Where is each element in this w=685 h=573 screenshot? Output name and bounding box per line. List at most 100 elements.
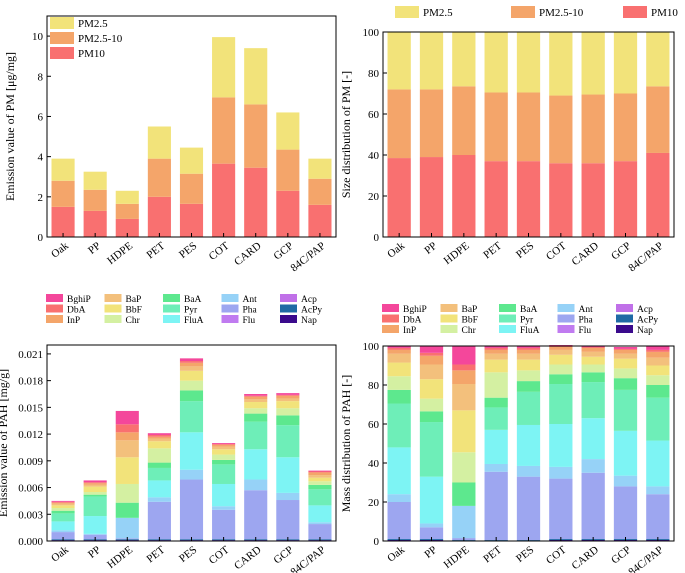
legend-label-dba: DbA — [67, 306, 86, 316]
bar-segment-84c-pap-baa — [646, 385, 670, 398]
bar-segment-pp-inp — [83, 483, 107, 485]
x-tick-label-card: CARD — [570, 240, 602, 268]
legend-label-bghip: BghiP — [403, 305, 427, 315]
bar-segment-pes-chr — [516, 370, 541, 382]
legend-swatch-pha — [221, 304, 239, 313]
bar-segment-hdpe-bbf — [452, 410, 476, 453]
bar-segment-pp-ant — [419, 523, 444, 528]
y-tick-label: 100 — [363, 341, 380, 353]
bar-group — [51, 358, 332, 541]
bar-segment-card-dba — [244, 395, 268, 397]
bar-segment-pp-bap — [83, 484, 107, 487]
bar-segment-pp-pha — [83, 534, 107, 540]
legend: BghiP BaP BaA Ant Acp DbA BbF Pyr Pha AcPy InP Chr F… — [46, 294, 322, 326]
x-tick-label-card: CARD — [232, 544, 264, 572]
bar-segment-hdpe-pm10 — [115, 218, 139, 237]
bar-segment-pet-pm10 — [147, 196, 171, 237]
legend-swatch-pyr — [163, 304, 180, 313]
legend-label-bghip: BghiP — [67, 295, 91, 305]
bar-segment-84c-pap-chr — [646, 375, 670, 385]
x-tick-label-gcp: GCP — [609, 544, 633, 567]
x-tick-label-pes: PES — [177, 544, 199, 565]
bar-segment-card-chr — [581, 364, 605, 373]
bar-segment-84c-pap-pm10 — [308, 204, 332, 237]
bar-segment-gcp-pm2-5-10 — [613, 93, 638, 162]
bar-segment-oak-bap — [387, 353, 411, 363]
bar-segment-pp-pm2-5 — [419, 32, 444, 90]
y-tick-label: 80 — [368, 380, 380, 392]
bar-segment-hdpe-pm2-5-10 — [452, 86, 476, 155]
bar-segment-hdpe-baa — [452, 482, 476, 506]
y-axis-label: Size distribution of PM [-] — [339, 71, 353, 198]
bar-segment-pes-flua — [179, 432, 204, 470]
y-tick-label: 0.021 — [18, 349, 43, 361]
legend-label-bbf: BbF — [126, 306, 142, 316]
bar-segment-card-pm2-5 — [581, 32, 605, 95]
x-tick-label-oak: Oak — [49, 544, 71, 565]
bar-segment-pet-pm2-5 — [147, 126, 171, 159]
y-tick-label: 4 — [38, 152, 44, 164]
legend-label-pyr: Pyr — [184, 306, 198, 316]
bar-segment-hdpe-pm2-5-10 — [115, 203, 139, 219]
legend-label-pm10: PM10 — [78, 48, 105, 60]
legend-swatch-ant — [557, 304, 575, 312]
x-tick-label-hdpe: HDPE — [105, 544, 135, 571]
bar-segment-pet-inp — [147, 436, 171, 439]
x-tick-label-oak: Oak — [49, 240, 71, 261]
y-tick-label: 0.009 — [18, 456, 43, 468]
x-tick-label-hdpe: HDPE — [442, 544, 472, 571]
bar-segment-pes-baa — [516, 381, 541, 392]
bar-segment-pp-pyr — [419, 422, 444, 477]
bar-segment-oak-pyr — [51, 513, 75, 522]
bar-segment-pet-bap — [484, 353, 508, 360]
bar-segment-pes-flua — [516, 424, 541, 466]
legend-label-flua: FluA — [520, 326, 540, 336]
bar-segment-pp-pm2-5-10 — [419, 89, 444, 158]
bar-segment-card-pm2-5-10 — [581, 94, 605, 164]
legend-swatch-pha — [557, 314, 575, 323]
chart-panel-panel-d: 0 20 40 60 80 100 Oak PP HDPE PET PES COT CARD GCP84C… — [339, 304, 675, 573]
bar-segment-cot-pm10 — [212, 163, 236, 237]
legend-label-pm2-5: PM2.5 — [78, 18, 108, 30]
legend-swatch-dba — [46, 304, 63, 313]
bar-segment-gcp-inp — [276, 395, 300, 399]
bar-segment-cot-pm2-5-10 — [549, 95, 573, 164]
bar-segment-pp-pm2-5 — [83, 171, 107, 190]
bar-segment-84c-pap-dba — [308, 471, 332, 473]
bar-segment-gcp-bbf — [613, 358, 638, 369]
bar-segment-cot-baa — [549, 374, 573, 385]
legend-swatch-flua — [163, 315, 180, 323]
legend-swatch-acpy — [280, 304, 297, 313]
bar-segment-pes-chr — [179, 380, 204, 391]
bar-segment-hdpe-bghip — [115, 410, 139, 425]
legend-label-bbf: BbF — [462, 316, 478, 326]
bar-segment-pp-bap — [419, 364, 444, 380]
chart-panel-panel-b: 0 20 40 60 80 100 Oak PP HDPE PET PES COT CARD GCP84C… — [339, 6, 678, 274]
legend-swatch-baa — [499, 304, 516, 312]
bar-segment-pes-pm2-5-10 — [179, 173, 204, 204]
bar-segment-pet-dba — [147, 434, 171, 437]
y-tick-label: 20 — [368, 497, 380, 509]
bar-segment-oak-bbf — [387, 362, 411, 377]
y-tick-label: 40 — [368, 150, 380, 162]
bar-segment-gcp-chr — [276, 408, 300, 416]
legend-label-pha: Pha — [579, 316, 594, 326]
legend-swatch-pm2-5 — [50, 17, 74, 29]
bar-segment-gcp-baa — [613, 378, 638, 390]
y-tick-label: 100 — [363, 27, 380, 39]
legend-label-nap: Nap — [301, 316, 317, 326]
bar-segment-gcp-pm10 — [613, 161, 638, 237]
bar-segment-hdpe-pm2-5 — [115, 190, 139, 204]
legend-label-pyr: Pyr — [520, 316, 534, 326]
bar-segment-oak-pm2-5 — [387, 32, 411, 90]
legend-swatch-nap — [616, 325, 633, 333]
bar-segment-card-pm10 — [581, 163, 605, 237]
bar-segment-pet-pm2-5-10 — [147, 158, 171, 197]
legend-label-bap: BaP — [462, 305, 478, 315]
bar-segment-cot-bbf — [212, 449, 236, 455]
bar-segment-pet-bghip — [484, 346, 508, 348]
bar-segment-pes-dba — [179, 361, 204, 363]
bar-segment-84c-pap-pm2-5-10 — [646, 86, 670, 153]
bar-segment-oak-bbf — [51, 505, 75, 509]
